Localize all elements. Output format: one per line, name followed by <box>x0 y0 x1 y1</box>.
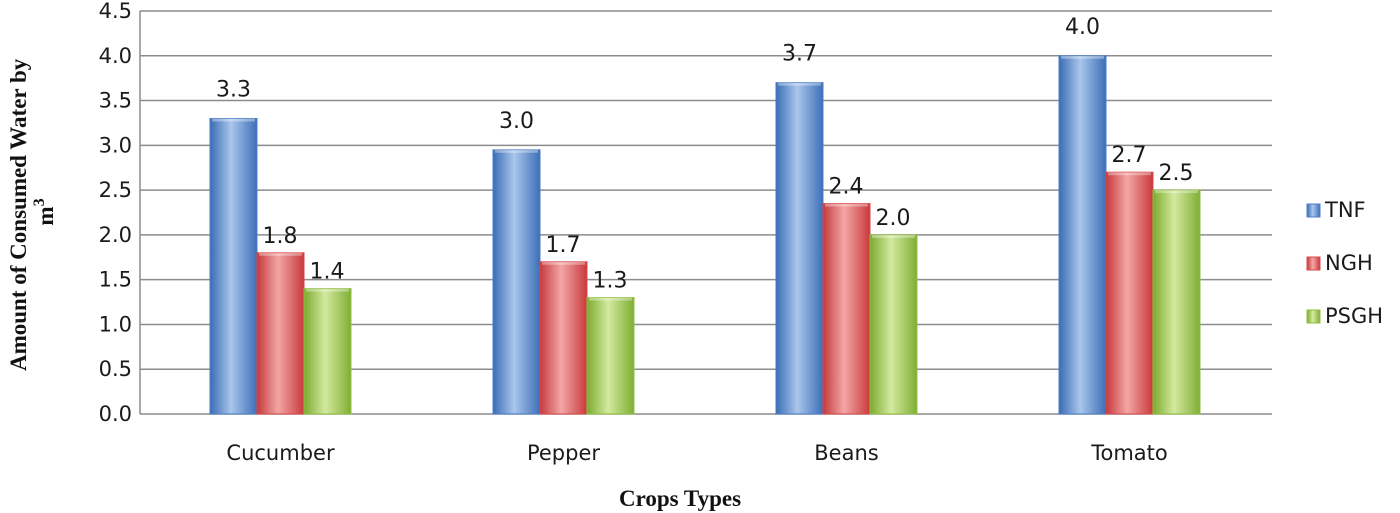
bar-highlight <box>589 297 632 301</box>
bars <box>209 55 1201 415</box>
bar-ngh-cucumber <box>256 252 305 415</box>
data-label-psgh-tomato: 2.5 <box>1159 161 1194 186</box>
legend-swatch-ngh <box>1306 256 1321 271</box>
x-axis-ticks: Cucumber Pepper Beans Tomato <box>226 441 1167 465</box>
data-label-ngh-pepper: 1.7 <box>546 233 581 258</box>
data-label-tnf-cucumber: 3.3 <box>216 77 251 102</box>
bar-psgh-beans <box>869 234 918 415</box>
data-label-tnf-pepper: 3.0 <box>499 109 534 134</box>
bar-psgh-cucumber <box>303 288 352 415</box>
bar-highlight <box>495 149 538 153</box>
bar-tnf-pepper <box>492 149 541 415</box>
legend: TNF NGH PSGH <box>1306 198 1383 328</box>
bar-highlight <box>1061 55 1104 59</box>
bar-highlight <box>542 261 585 265</box>
y-tick-label: 4.5 <box>99 0 132 23</box>
x-tick-label: Tomato <box>1090 441 1168 465</box>
data-label-psgh-cucumber: 1.4 <box>310 260 345 285</box>
y-tick-label: 3.0 <box>99 133 132 157</box>
bar-highlight <box>1155 190 1198 194</box>
x-axis-title: Crops Types <box>619 486 741 511</box>
y-tick-label: 4.0 <box>99 44 132 68</box>
bar-highlight <box>872 234 915 238</box>
bar-highlight <box>306 288 349 292</box>
legend-swatch-tnf <box>1306 203 1321 218</box>
bar-ngh-tomato <box>1105 171 1154 415</box>
data-label-psgh-beans: 2.0 <box>876 206 911 231</box>
data-label-psgh-pepper: 1.3 <box>593 269 628 294</box>
bar-highlight <box>825 203 868 207</box>
y-axis-ticks: 0.0 0.5 1.0 1.5 2.0 2.5 3.0 3.5 4.0 4.5 <box>99 0 132 426</box>
data-label-ngh-tomato: 2.7 <box>1112 143 1147 168</box>
x-tick-label: Cucumber <box>226 441 335 465</box>
y-tick-label: 2.0 <box>99 223 132 247</box>
bar-tnf-cucumber <box>209 117 258 415</box>
data-label-ngh-beans: 2.4 <box>829 175 864 200</box>
y-axis-title: Amount of Consumed Water by m3 <box>6 53 58 371</box>
bar-ngh-beans <box>822 203 871 415</box>
y-tick-label: 3.5 <box>99 89 132 113</box>
y-tick-label: 2.5 <box>99 178 132 202</box>
legend-label-tnf: TNF <box>1324 198 1366 222</box>
x-tick-label: Pepper <box>527 441 600 465</box>
legend-label-ngh: NGH <box>1325 251 1373 275</box>
bar-highlight <box>259 252 302 256</box>
bar-psgh-tomato <box>1152 189 1201 415</box>
bar-tnf-beans <box>775 82 824 415</box>
bar-highlight <box>1108 172 1151 176</box>
legend-label-psgh: PSGH <box>1325 304 1383 328</box>
y-tick-label: 0.5 <box>99 357 132 381</box>
legend-swatch-psgh <box>1306 309 1321 324</box>
y-axis-title-line2: m <box>33 206 58 225</box>
bar-highlight <box>212 118 255 122</box>
bar-highlight <box>778 82 821 86</box>
data-labels: 3.3 1.8 1.4 3.0 1.7 1.3 3.7 2.4 2.0 4.0 2.7 2.5 <box>216 15 1194 294</box>
bar-tnf-tomato <box>1058 55 1107 415</box>
data-label-ngh-cucumber: 1.8 <box>263 224 298 249</box>
x-tick-label: Beans <box>814 441 878 465</box>
y-tick-label: 1.5 <box>99 268 132 292</box>
data-label-tnf-tomato: 4.0 <box>1065 15 1100 40</box>
bar-psgh-pepper <box>586 297 635 415</box>
y-axis-title-line1: Amount of Consumed Water by <box>6 58 31 371</box>
bar-ngh-pepper <box>539 261 588 415</box>
data-label-tnf-beans: 3.7 <box>782 42 817 67</box>
y-tick-label: 1.0 <box>99 312 132 336</box>
y-axis-title-superscript: 3 <box>31 198 48 206</box>
y-tick-label: 0.0 <box>99 402 132 426</box>
